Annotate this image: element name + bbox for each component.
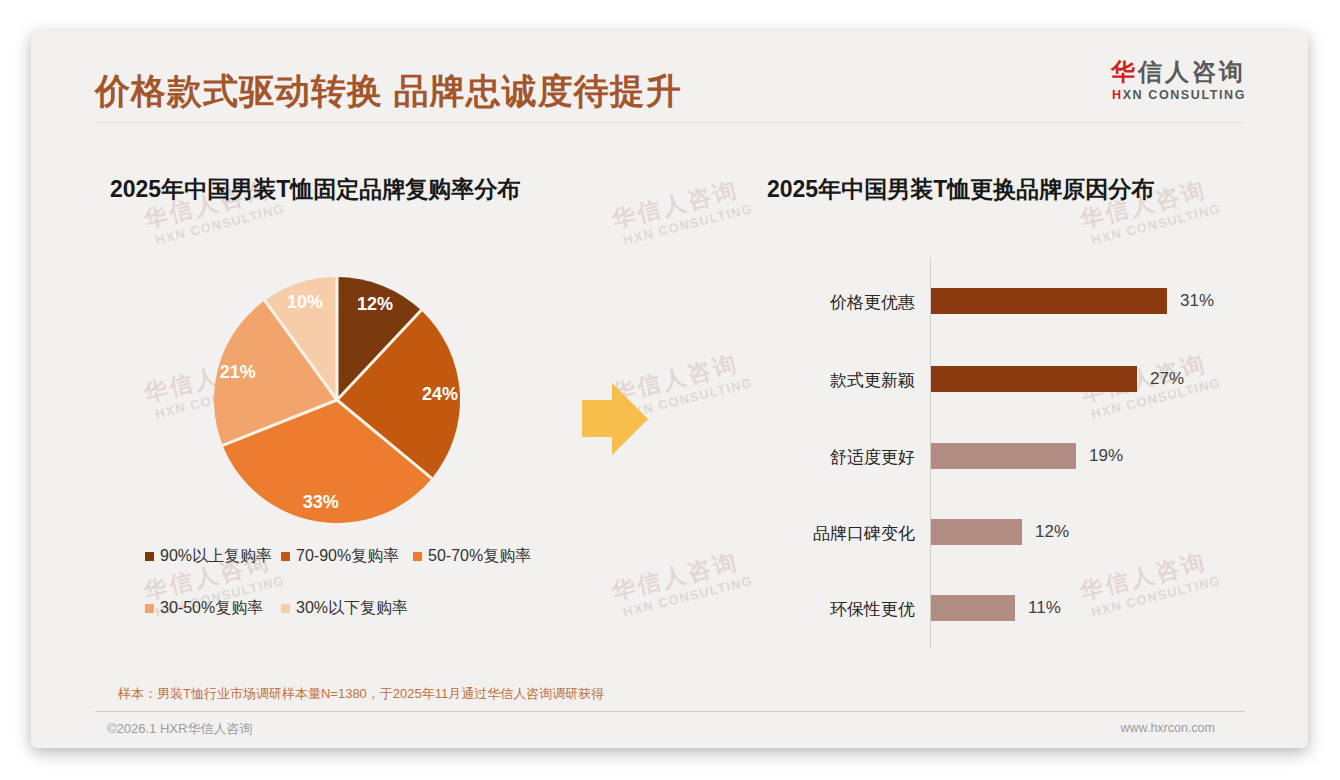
brand-logo-english: HXN CONSULTING (1111, 87, 1246, 103)
footer-divider (95, 711, 1245, 712)
legend-swatch (281, 604, 290, 613)
bar-category-label: 品牌口碑变化 (735, 522, 915, 545)
website-url: www.hxrcon.com (1121, 721, 1215, 735)
bar-category-label: 环保性更优 (735, 598, 915, 621)
bar-category-label: 价格更优惠 (735, 291, 915, 314)
bar (931, 366, 1137, 392)
brand-logo: 华信人咨询 HXN CONSULTING (1111, 57, 1246, 103)
bar (931, 288, 1167, 314)
bar (931, 595, 1015, 621)
bar-value-label: 11% (1028, 598, 1061, 618)
slide-card: 华信人咨询HXN CONSULTING华信人咨询HXN CONSULTING华信… (31, 30, 1308, 748)
legend-item: 50-70%复购率 (413, 546, 531, 567)
bar-value-label: 27% (1150, 369, 1184, 389)
page-title: 价格款式驱动转换 品牌忠诚度待提升 (95, 68, 682, 115)
brand-logo-chinese: 华信人咨询 (1111, 57, 1246, 87)
svg-text:33%: 33% (303, 492, 339, 512)
copyright: ©2026.1 HXR华信人咨询 (107, 720, 252, 738)
bar (931, 443, 1076, 469)
legend-swatch (281, 552, 290, 561)
page-background: 华信人咨询HXN CONSULTING华信人咨询HXN CONSULTING华信… (0, 0, 1340, 780)
legend-swatch (145, 604, 154, 613)
svg-text:21%: 21% (220, 362, 256, 382)
pie-legend: 90%以上复购率70-90%复购率50-70%复购率 30-50%复购率30%以下… (145, 546, 531, 619)
legend-item: 90%以上复购率 (145, 546, 281, 567)
bar-axis-line (930, 258, 931, 648)
legend-item: 30%以下复购率 (281, 598, 413, 619)
bar-value-label: 12% (1035, 522, 1069, 542)
bar-value-label: 31% (1180, 291, 1214, 311)
bar (931, 519, 1022, 545)
legend-swatch (413, 552, 422, 561)
legend-swatch (145, 552, 154, 561)
pie-chart-title: 2025年中国男装T恤固定品牌复购率分布 (110, 174, 520, 205)
legend-item: 70-90%复购率 (281, 546, 413, 567)
svg-text:12%: 12% (357, 294, 393, 314)
arrow-icon (581, 382, 651, 458)
svg-text:10%: 10% (287, 292, 323, 312)
sample-note: 样本：男装T恤行业市场调研样本量N=1380，于2025年11月通过华信人咨询调… (118, 685, 604, 703)
legend-item: 30-50%复购率 (145, 598, 281, 619)
bar-category-label: 款式更新颖 (735, 369, 915, 392)
bar-value-label: 19% (1089, 446, 1123, 466)
pie-chart: 12% 24% 33% 21% 10% (209, 272, 465, 528)
bar-category-label: 舒适度更好 (735, 446, 915, 469)
bar-chart-title: 2025年中国男装T恤更换品牌原因分布 (767, 174, 1154, 205)
title-divider (95, 122, 1245, 123)
svg-text:24%: 24% (422, 384, 458, 404)
